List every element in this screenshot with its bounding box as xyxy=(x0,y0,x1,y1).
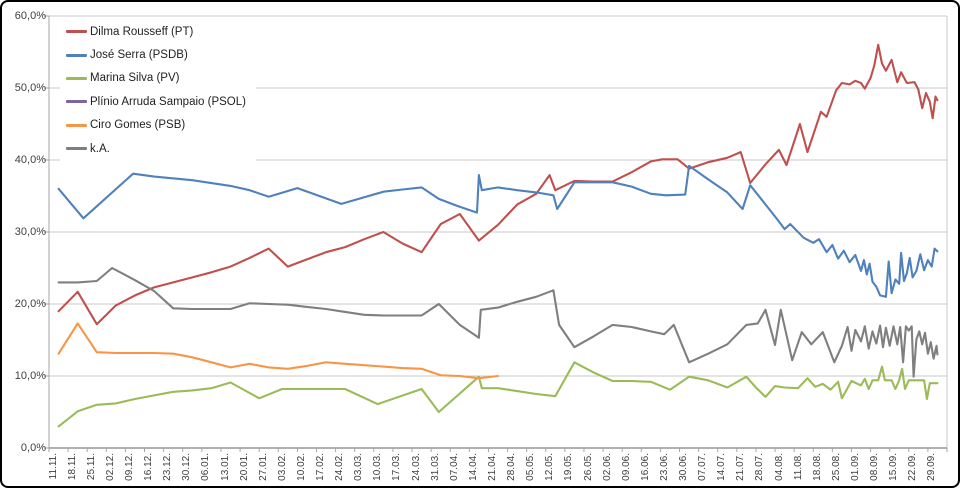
legend-item-marina-silva-pv: Marina Silva (PV) xyxy=(66,67,246,90)
x-axis-label: 08.09. xyxy=(869,453,881,481)
x-axis-label: 09.12. xyxy=(123,453,135,481)
x-axis-label: 04.08. xyxy=(773,453,785,481)
x-axis-label: 23.06. xyxy=(658,453,670,481)
x-axis-label: 17.02. xyxy=(315,453,327,481)
legend-swatch-plinio-arruda-sampaio-psol xyxy=(66,100,87,104)
x-axis-label: 28.04. xyxy=(506,453,518,481)
x-axis-label: 07.07. xyxy=(697,453,709,481)
x-axis-label: 06.01. xyxy=(200,453,212,481)
legend-item-dilma-rousseff-pt: Dilma Rousseff (PT) xyxy=(66,20,246,43)
y-axis-label: 0,0% xyxy=(20,442,46,454)
x-axis-label: 14.04. xyxy=(467,453,479,481)
x-axis-label: 28.07. xyxy=(754,453,766,481)
x-axis-label: 18.08. xyxy=(811,453,823,481)
x-axis-label: 07.04. xyxy=(448,453,460,481)
y-axis-label: 50,0% xyxy=(14,82,46,94)
legend-label: k.A. xyxy=(90,142,110,155)
x-axis-label: 23.12. xyxy=(162,453,174,481)
x-axis-label: 24.02. xyxy=(334,453,346,481)
x-axis-label: 02.06. xyxy=(601,453,613,481)
x-axis-label: 21.07. xyxy=(735,453,747,481)
x-axis-label: 25.11. xyxy=(85,453,97,481)
x-axis-label: 24.03. xyxy=(410,453,422,481)
y-axis-label: 60,0% xyxy=(14,10,46,22)
x-axis-label: 27.01. xyxy=(257,453,269,481)
x-axis-label: 17.03. xyxy=(391,453,403,481)
series-line-jose-serra-psdb xyxy=(57,164,939,298)
series-line-ka xyxy=(57,266,939,378)
legend-label: Dilma Rousseff (PT) xyxy=(90,25,194,38)
series-line-marina-silva-pv xyxy=(57,361,939,428)
x-axis-label: 30.12. xyxy=(181,453,193,481)
x-axis-label: 22.09. xyxy=(907,453,919,481)
y-axis-label: 30,0% xyxy=(14,226,46,238)
x-axis-label: 10.02. xyxy=(295,453,307,481)
legend-swatch-ka xyxy=(66,147,87,151)
chart-legend: Dilma Rousseff (PT) José Serra (PSDB) Mari… xyxy=(60,18,256,163)
x-axis-label: 11.08. xyxy=(792,453,804,481)
x-axis-label: 12.05. xyxy=(544,453,556,481)
x-axis-label: 18.11. xyxy=(66,453,78,481)
legend-label: Marina Silva (PV) xyxy=(90,72,180,85)
legend-swatch-dilma-rousseff-pt xyxy=(66,30,87,34)
x-axis-label: 20.01. xyxy=(238,453,250,481)
x-axis-label: 26.05. xyxy=(582,453,594,481)
legend-item-jose-serra-psdb: José Serra (PSDB) xyxy=(66,43,246,66)
x-axis-label: 19.05. xyxy=(563,453,575,481)
x-axis-label: 01.09. xyxy=(850,453,862,481)
legend-label: Ciro Gomes (PSB) xyxy=(90,119,186,132)
x-axis-label: 03.02. xyxy=(276,453,288,481)
x-axis-label: 29.09. xyxy=(926,453,938,481)
x-axis-label: 13.01. xyxy=(219,453,231,481)
legend-item-ciro-gomes-psb: Ciro Gomes (PSB) xyxy=(66,114,246,137)
x-axis-label: 14.07. xyxy=(716,453,728,481)
x-axis-label: 10.03. xyxy=(372,453,384,481)
x-axis-label: 21.04. xyxy=(487,453,498,481)
legend-item-ka: k.A. xyxy=(66,137,246,160)
x-axis-label: 05.05. xyxy=(525,453,537,481)
legend-label: José Serra (PSDB) xyxy=(90,49,188,62)
y-axis-label: 40,0% xyxy=(14,154,46,166)
x-axis-label: 09.06. xyxy=(620,453,632,481)
x-axis-label: 16.12. xyxy=(143,453,155,481)
y-axis-label: 10,0% xyxy=(14,370,46,382)
legend-item-plinio-arruda-sampaio-psol: Plínio Arruda Sampaio (PSOL) xyxy=(66,90,246,113)
x-axis-label: 15.09. xyxy=(888,453,900,481)
legend-swatch-jose-serra-psdb xyxy=(66,53,87,57)
x-axis-label: 30.06. xyxy=(678,453,690,481)
series-line-ciro-gomes-psb xyxy=(57,322,500,380)
legend-label: Plínio Arruda Sampaio (PSOL) xyxy=(90,95,246,108)
x-axis-label: 02.12. xyxy=(104,453,116,481)
x-axis-label: 16.06. xyxy=(639,453,651,481)
legend-swatch-ciro-gomes-psb xyxy=(66,123,87,127)
x-axis-label: 25.08. xyxy=(830,453,842,481)
y-axis-label: 20,0% xyxy=(14,298,46,310)
x-axis-label: 31.03. xyxy=(429,453,441,481)
x-axis-label: 03.03. xyxy=(353,453,365,481)
x-axis-label: 11.11. xyxy=(47,453,59,480)
series-line-dilma-rousseff-pt xyxy=(57,43,939,326)
legend-swatch-marina-silva-pv xyxy=(66,76,87,80)
